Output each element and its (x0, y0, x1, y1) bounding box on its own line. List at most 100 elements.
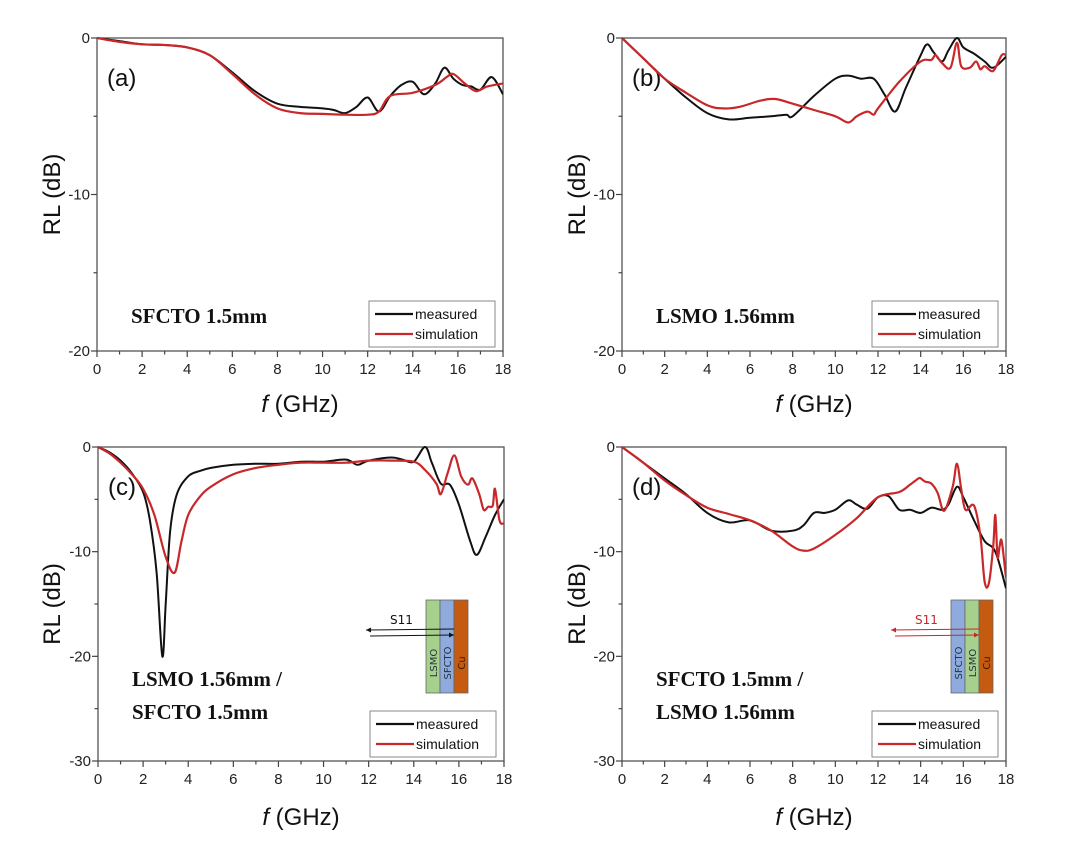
x-tick-label: 14 (405, 771, 422, 788)
x-tick-label: 12 (359, 361, 376, 378)
x-tick-label: 12 (870, 771, 887, 788)
panel-label: (c) (108, 474, 136, 501)
sample-label: SFCTO 1.5mm / (656, 667, 804, 691)
layer-label-lsmo: LSMO (968, 649, 979, 678)
x-tick-label: 0 (94, 771, 102, 788)
legend-box (871, 300, 999, 348)
y-tick-label: 0 (607, 30, 615, 47)
x-axis-title: f (GHz) (261, 391, 338, 418)
y-tick-label: -20 (69, 648, 91, 665)
panel-label: (d) (632, 474, 661, 501)
x-tick-label: 18 (998, 771, 1015, 788)
x-axis-title: f (GHz) (775, 804, 852, 831)
sample-label: SFCTO 1.5mm (132, 700, 269, 724)
chart-panel-d: 0 2 4 6 8 10 12 14 16 18 0 -10 -20 -30 f (GHz) RL (dB) (… (564, 439, 1014, 831)
x-axis-title: f (GHz) (775, 391, 852, 418)
legend-box (871, 710, 999, 758)
x-tick-label: 4 (703, 771, 711, 788)
x-tick-label: 18 (495, 361, 512, 378)
x-axis-title-symbol: f (262, 804, 271, 831)
legend-label-simulation: simulation (416, 736, 479, 752)
x-tick-label: 12 (360, 771, 377, 788)
x-tick-label: 14 (404, 361, 421, 378)
x-tick-label: 0 (618, 361, 626, 378)
legend-label-measured: measured (415, 306, 477, 322)
legend: measured simulation (871, 300, 999, 348)
x-tick-label: 8 (274, 771, 282, 788)
x-tick-label: 16 (451, 771, 468, 788)
legend: measured simulation (369, 710, 497, 758)
y-tick-label: -10 (68, 187, 90, 204)
sample-label: SFCTO 1.5mm (131, 304, 268, 328)
x-tick-label: 10 (827, 361, 844, 378)
reflected-arrow (365, 628, 455, 631)
x-tick-label: 18 (998, 361, 1015, 378)
x-tick-label: 10 (315, 771, 332, 788)
x-tick-label: 14 (912, 771, 929, 788)
x-tick-label: 14 (912, 361, 929, 378)
x-tick-label: 8 (788, 361, 796, 378)
x-tick-label: 0 (618, 771, 626, 788)
incident-arrow (369, 634, 455, 637)
x-tick-label: 16 (955, 771, 972, 788)
x-axis-title-symbol: f (775, 391, 784, 418)
layer-cu (978, 599, 994, 694)
y-tick-label: -20 (593, 343, 615, 360)
x-tick-label: 12 (870, 361, 887, 378)
panel-label: (b) (632, 65, 661, 92)
series-line-measured (97, 37, 503, 115)
y-axis-title: RL (dB) (564, 154, 591, 236)
panel-label: (a) (107, 65, 136, 92)
legend-box (368, 300, 496, 348)
arrow-head-icon (974, 632, 979, 638)
arrow-head-icon (449, 632, 454, 638)
x-axis-title-symbol: f (775, 804, 784, 831)
x-tick-label: 2 (139, 771, 147, 788)
x-tick-label: 6 (746, 771, 754, 788)
y-tick-label: -10 (69, 544, 91, 561)
layer-label-cu: Cu (982, 656, 993, 669)
layer-label-sfcto: SFCTO (954, 646, 965, 679)
x-tick-label: 18 (496, 771, 513, 788)
layer-label-cu: Cu (457, 656, 468, 669)
y-tick-label: -20 (68, 343, 90, 360)
x-tick-label: 4 (184, 771, 192, 788)
y-tick-label: 0 (607, 439, 615, 456)
legend-box (369, 710, 497, 758)
layer-lsmo (425, 599, 441, 694)
series-line-measured (622, 37, 1006, 121)
y-tick-label: -30 (593, 753, 615, 770)
y-axis-title: RL (dB) (564, 563, 591, 645)
x-tick-label: 8 (273, 361, 281, 378)
reflected-arrow (890, 628, 980, 631)
y-tick-label: 0 (83, 439, 91, 456)
x-axis-title-symbol: f (261, 391, 270, 418)
incident-arrow (894, 634, 980, 637)
legend: measured simulation (871, 710, 999, 758)
x-tick-label: 2 (138, 361, 146, 378)
legend-label-simulation: simulation (918, 326, 981, 342)
layer-stack-inset: LSMO SFCTO Cu S11 (365, 599, 469, 694)
series-line-simulation (622, 446, 1006, 589)
x-axis-title-unit: (GHz) (782, 804, 853, 831)
s11-label: S11 (915, 613, 938, 627)
x-axis-title-unit: (GHz) (269, 804, 340, 831)
x-tick-label: 16 (955, 361, 972, 378)
x-tick-label: 10 (314, 361, 331, 378)
chart-panel-c: 0 2 4 6 8 10 12 14 16 18 0 -10 -20 -30 f (GHz) RL (dB) (… (39, 439, 512, 831)
s11-label: S11 (390, 613, 413, 627)
sample-label: LSMO 1.56mm (656, 700, 795, 724)
x-tick-label: 2 (660, 771, 668, 788)
y-tick-label: -30 (69, 753, 91, 770)
x-tick-label: 16 (450, 361, 467, 378)
y-tick-label: 0 (82, 30, 90, 47)
x-tick-label: 6 (229, 771, 237, 788)
chart-panel-b: 0 2 4 6 8 10 12 14 16 18 0 -10 -20 f (GHz) RL (dB) (b) L… (564, 30, 1014, 418)
layer-label-sfcto: SFCTO (443, 646, 454, 679)
x-tick-label: 10 (827, 771, 844, 788)
x-tick-label: 2 (660, 361, 668, 378)
legend-label-simulation: simulation (918, 736, 981, 752)
x-tick-label: 4 (183, 361, 191, 378)
y-tick-label: -10 (593, 544, 615, 561)
